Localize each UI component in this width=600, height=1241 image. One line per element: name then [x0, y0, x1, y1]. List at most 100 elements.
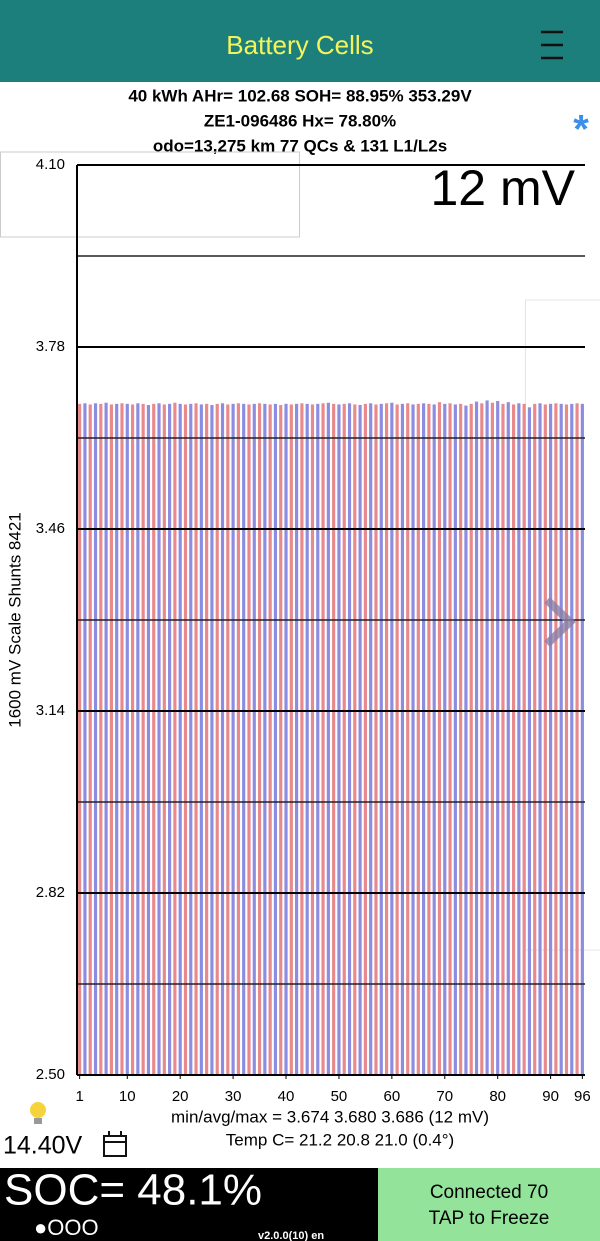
cell-bar [459, 403, 463, 1075]
plot: 4.10 3.78 3.46 3.14 2.82 2.50 1 10 20 30 40 50 60 70 8… [36, 156, 591, 1105]
overlay-box [0, 151, 300, 238]
cell-bar [337, 404, 341, 1076]
cell-bar [554, 403, 558, 1075]
cell-bar [506, 402, 510, 1075]
cell-bar [162, 404, 166, 1076]
cell-bar [400, 403, 405, 1075]
version: v2.0.0(10) en [258, 1230, 324, 1241]
cell-bar [316, 403, 320, 1075]
cell-bar [120, 403, 124, 1075]
cell-bar [189, 403, 193, 1075]
status-button[interactable] [378, 1168, 600, 1241]
y-tick-label: 2.50 [36, 1066, 65, 1083]
cell-bar [437, 402, 442, 1075]
cell-bar [83, 403, 87, 1075]
x-tick-label: 10 [119, 1088, 136, 1105]
bulb-icon[interactable] [30, 1102, 46, 1124]
cell-bar [194, 403, 198, 1075]
cell-bar [242, 403, 246, 1075]
cell-bar [411, 404, 415, 1076]
cell-bar [580, 403, 584, 1075]
cell-bar [104, 402, 108, 1075]
x-tick-label: 90 [542, 1088, 559, 1105]
star-button[interactable]: * [573, 108, 589, 152]
info-line: ZE1-096486 Hx= 78.80% [204, 111, 396, 130]
calendar-icon[interactable] [103, 1131, 127, 1157]
soc: SOC= 48.1% [4, 1166, 262, 1215]
cell-bar [448, 403, 452, 1075]
cell-bar [146, 405, 151, 1075]
page-dots: ●OOO [34, 1215, 99, 1240]
cell-bar [109, 404, 113, 1076]
cell-bar [469, 403, 473, 1075]
cell-bar [178, 403, 182, 1075]
cell-bar [247, 404, 251, 1076]
cell-bar [78, 403, 82, 1075]
cell-bar [416, 403, 420, 1075]
cell-bar [443, 403, 447, 1075]
cell-bar [236, 403, 240, 1075]
cell-bar [273, 403, 278, 1075]
cell-bar [496, 401, 500, 1075]
cell-bar [422, 403, 426, 1075]
cell-bar [543, 404, 547, 1076]
cell-bar [268, 404, 272, 1076]
cell-bar [363, 403, 367, 1075]
cell-bar [464, 405, 468, 1075]
x-tick-label: 96 [574, 1088, 591, 1105]
status-text: TAP to Freeze [429, 1208, 550, 1229]
y-tick-label: 3.46 [36, 520, 65, 537]
voltage: 14.40V [3, 1132, 83, 1160]
cell-bar [88, 404, 92, 1076]
temps: Temp C= 21.2 20.8 21.0 (0.4°) [226, 1130, 454, 1149]
cell-bar [263, 403, 267, 1075]
x-tick-label: 80 [489, 1088, 506, 1105]
cell-bar [205, 403, 209, 1075]
cell-bar [358, 405, 362, 1075]
cell-bar [527, 407, 532, 1076]
cell-bar [279, 405, 283, 1075]
cell-bar [215, 403, 219, 1075]
cell-bar [231, 403, 235, 1075]
menu-button[interactable] [541, 30, 563, 60]
y-axis-label: 1600 mV Scale Shunts 8421 [5, 512, 24, 727]
cell-bar [115, 403, 119, 1075]
cell-bar [332, 403, 336, 1075]
cell-bar [427, 403, 431, 1075]
cell-bar [99, 403, 103, 1075]
cell-bar [310, 404, 315, 1076]
cell-bar [564, 404, 569, 1076]
info-line: odo=13,275 km 77 QCs & 131 L1/L2s [153, 136, 447, 155]
cell-bar [157, 403, 161, 1075]
cell-bar [379, 403, 383, 1075]
cell-bar [432, 404, 436, 1076]
cell-bar [289, 404, 293, 1076]
stats: min/avg/max = 3.674 3.680 3.686 (12 mV) [171, 1107, 489, 1126]
cell-bar [559, 403, 563, 1075]
cell-bar [305, 403, 309, 1075]
spread-label: 12 mV [430, 160, 575, 216]
y-tick-label: 2.82 [36, 884, 65, 901]
cell-bar [549, 403, 553, 1075]
cell-bar [199, 404, 203, 1076]
cell-bar [390, 402, 394, 1075]
cell-bar [284, 403, 288, 1075]
cell-bar [173, 402, 177, 1075]
cell-bar [406, 403, 410, 1075]
cell-bar [152, 403, 156, 1075]
cell-bar [136, 403, 140, 1075]
cell-bar [347, 403, 352, 1075]
cell-bar [342, 403, 346, 1075]
cell-bar [93, 403, 98, 1075]
cell-bar [252, 403, 256, 1075]
cell-bar [353, 404, 357, 1076]
cell-bar [130, 404, 135, 1076]
x-tick-label: 70 [436, 1088, 453, 1105]
cell-bar [374, 404, 378, 1076]
next-arrow[interactable] [544, 597, 576, 647]
cell-bar [511, 404, 516, 1076]
cell-bar [300, 403, 304, 1075]
cell-bar [326, 402, 330, 1075]
